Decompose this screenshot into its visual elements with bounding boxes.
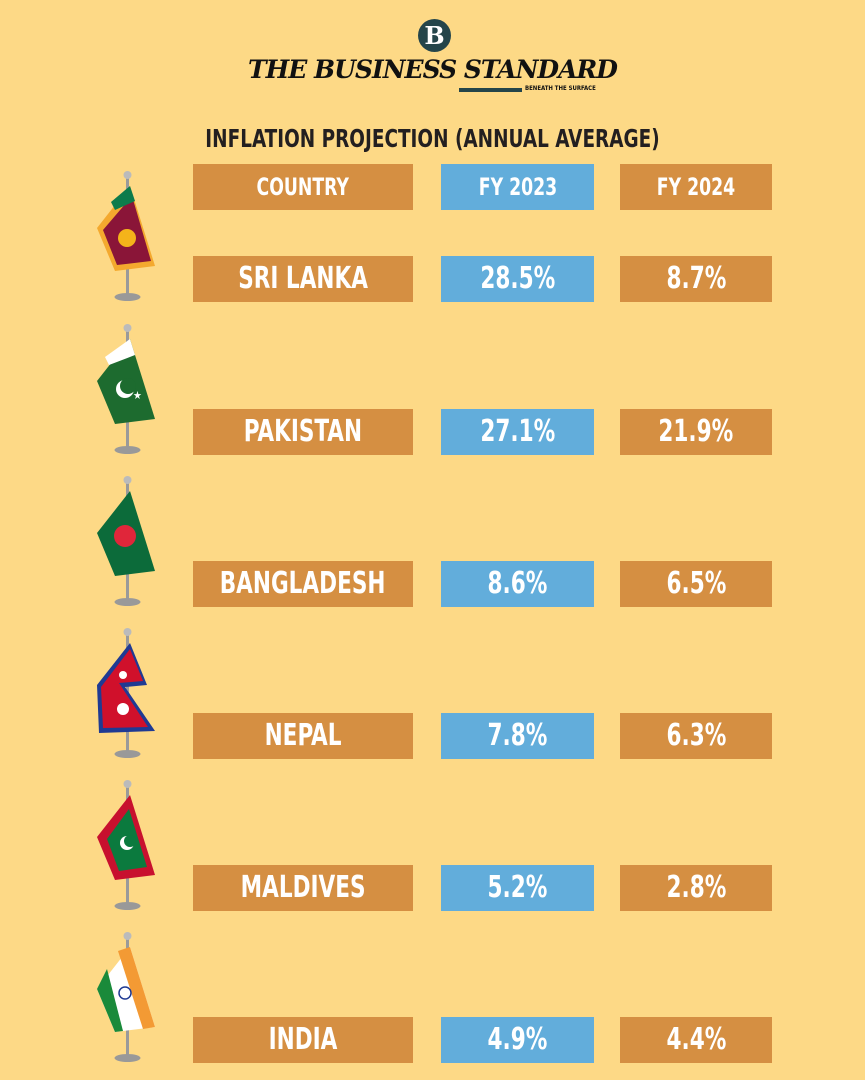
flag-sri-lanka-icon [85, 166, 165, 306]
fy2024-value: 21.9% [620, 409, 772, 455]
country-cell-text: SRI LANKA [238, 261, 368, 296]
country-cell: SRI LANKA [193, 256, 413, 302]
column-header-country: COUNTRY [193, 164, 413, 210]
country-cell: BANGLADESH [193, 561, 413, 607]
flag-maldives-icon [85, 775, 165, 915]
fy2024-value: 2.8% [620, 865, 772, 911]
fy2024-value: 6.3% [620, 713, 772, 759]
flag-bangladesh-icon [85, 471, 165, 611]
flag-india-icon [85, 927, 165, 1067]
svg-text:★: ★ [133, 389, 142, 402]
column-header-label: COUNTRY [256, 173, 350, 201]
fy2024-value-text: 2.8% [666, 870, 726, 905]
fy2024-value-text: 21.9% [658, 414, 734, 449]
tagline-bar [459, 88, 522, 92]
column-header-fy2023: FY 2023 [441, 164, 594, 210]
fy2023-value-text: 27.1% [480, 414, 555, 449]
fy2023-value: 7.8% [441, 713, 594, 759]
column-header-label: FY 2023 [478, 173, 557, 201]
brand-logo: THE BUSINESS STANDARD [248, 55, 618, 84]
fy2023-value: 8.6% [441, 561, 594, 607]
logo-mark: B [418, 19, 451, 52]
flag-pakistan-icon: ★ [85, 319, 165, 459]
fy2024-value-text: 4.4% [666, 1022, 726, 1057]
country-cell-text: PAKISTAN [243, 414, 363, 449]
column-header-label: FY 2024 [656, 173, 736, 201]
column-header-fy2024: FY 2024 [620, 164, 772, 210]
fy2023-value: 5.2% [441, 865, 594, 911]
country-cell: PAKISTAN [193, 409, 413, 455]
fy2024-value: 4.4% [620, 1017, 772, 1063]
fy2023-value: 4.9% [441, 1017, 594, 1063]
country-cell-text: MALDIVES [240, 870, 366, 905]
country-cell-text: BANGLADESH [220, 566, 386, 601]
country-cell-text: INDIA [268, 1022, 338, 1057]
fy2024-value-text: 6.3% [666, 718, 726, 753]
country-cell-text: NEPAL [264, 718, 342, 753]
country-cell: NEPAL [193, 713, 413, 759]
fy2023-value-text: 5.2% [487, 870, 548, 905]
fy2023-value: 28.5% [441, 256, 594, 302]
fy2023-value: 27.1% [441, 409, 594, 455]
country-cell: MALDIVES [193, 865, 413, 911]
chart-title: INFLATION PROJECTION (ANNUAL AVERAGE) [205, 124, 660, 153]
fy2024-value: 6.5% [620, 561, 772, 607]
fy2023-value-text: 8.6% [487, 566, 548, 601]
fy2024-value: 8.7% [620, 256, 772, 302]
fy2024-value-text: 6.5% [666, 566, 726, 601]
fy2023-value-text: 28.5% [480, 261, 555, 296]
tagline: BENEATH THE SURFACE [525, 85, 596, 92]
fy2023-value-text: 4.9% [487, 1022, 548, 1057]
fy2023-value-text: 7.8% [487, 718, 548, 753]
flag-nepal-icon [85, 623, 165, 763]
fy2024-value-text: 8.7% [666, 261, 726, 296]
country-cell: INDIA [193, 1017, 413, 1063]
